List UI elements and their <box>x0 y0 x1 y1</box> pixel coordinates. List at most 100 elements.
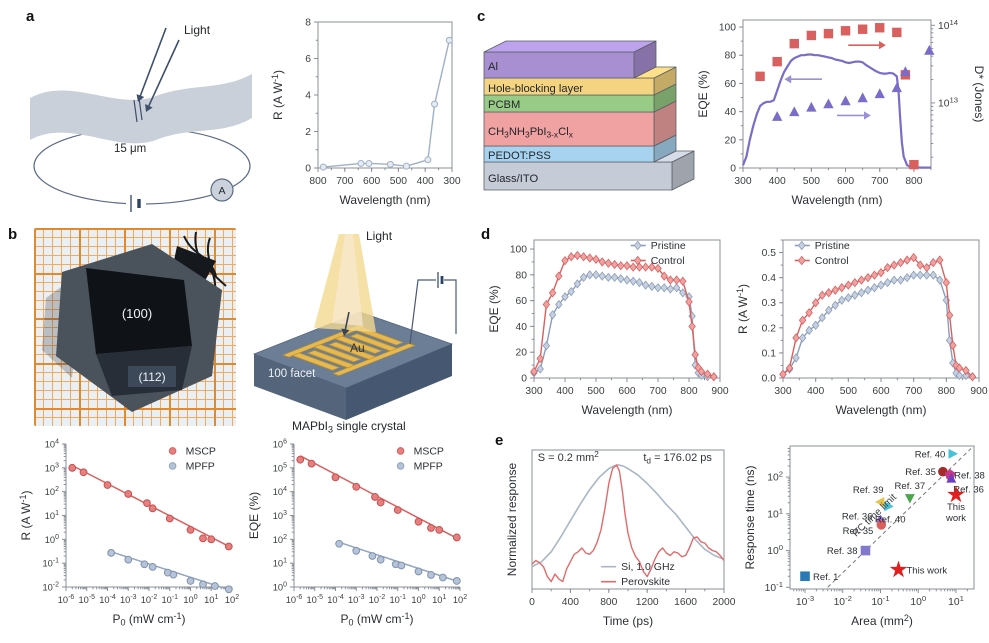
svg-text:600: 600 <box>872 386 889 397</box>
svg-text:103: 103 <box>45 462 59 473</box>
svg-text:0.5: 0.5 <box>762 248 777 259</box>
svg-text:Ref. 40: Ref. 40 <box>875 514 906 525</box>
svg-text:Control: Control <box>815 255 849 267</box>
svg-text:0.2: 0.2 <box>762 323 777 334</box>
svg-text:Response time (ns): Response time (ns) <box>743 465 757 569</box>
svg-text:500: 500 <box>587 386 604 397</box>
svg-text:2: 2 <box>305 127 311 138</box>
svg-text:P0 (mW cm-1): P0 (mW cm-1) <box>112 611 185 628</box>
svg-text:500: 500 <box>390 176 407 187</box>
panel-d-eqe-chart: 300 400 500 600 700 800 900 0 20 40 60 80 100 Wavelen… <box>487 239 729 417</box>
svg-text:10-1: 10-1 <box>765 580 783 594</box>
svg-text:MSCP: MSCP <box>186 445 216 457</box>
svg-text:101: 101 <box>767 506 783 520</box>
svg-text:10-2: 10-2 <box>42 582 59 593</box>
svg-text:0: 0 <box>521 374 527 385</box>
panel-d-responsivity-chart: 300 400 500 600 700 800 900 0.0 0.1 0.2 0.3 0.4 0.5 W… <box>735 239 988 417</box>
svg-text:300: 300 <box>443 176 460 187</box>
svg-text:400: 400 <box>556 386 573 397</box>
svg-text:10-1: 10-1 <box>42 558 59 569</box>
svg-text:Au: Au <box>350 341 365 355</box>
svg-text:300: 300 <box>525 386 542 397</box>
svg-text:R (A W-1): R (A W-1) <box>270 70 285 120</box>
svg-text:0.3: 0.3 <box>762 298 777 309</box>
panel-b-responsivity-vs-power-chart: 10-6 10-5 10-4 10-3 10-2 10-1 100 101 10210-210-… <box>18 439 239 628</box>
svg-text:MPFP: MPFP <box>186 460 215 472</box>
svg-text:td = 176.02 ps: td = 176.02 ps <box>643 452 712 466</box>
svg-text:500: 500 <box>840 386 857 397</box>
svg-text:work: work <box>945 513 966 524</box>
svg-text:Ref. 1: Ref. 1 <box>813 572 838 583</box>
svg-text:101: 101 <box>273 558 287 569</box>
svg-text:10-1: 10-1 <box>871 594 889 608</box>
panel-a-flexible-device-schematic: Light 15 μm A <box>30 23 252 212</box>
svg-text:Glass/ITO: Glass/ITO <box>488 173 538 185</box>
svg-text:Ref. 38: Ref. 38 <box>827 546 858 557</box>
svg-text:10-3: 10-3 <box>348 594 365 605</box>
svg-text:10-2: 10-2 <box>369 594 386 605</box>
svg-text:100: 100 <box>767 543 783 557</box>
panel-b-eqe-vs-power-chart: 10-6 10-5 10-4 10-3 10-2 10-1 100 101 102 100 101 1… <box>247 439 467 628</box>
svg-text:700: 700 <box>905 386 922 397</box>
svg-text:100: 100 <box>910 594 926 608</box>
svg-text:2000: 2000 <box>713 597 736 608</box>
svg-text:(100): (100) <box>122 306 152 321</box>
svg-text:R (A W-1): R (A W-1) <box>735 284 750 334</box>
svg-text:100: 100 <box>719 23 736 34</box>
svg-text:Wavelength (nm): Wavelength (nm) <box>792 193 883 207</box>
svg-text:10-1: 10-1 <box>161 594 178 605</box>
svg-text:400: 400 <box>562 597 579 608</box>
svg-text:10-5: 10-5 <box>306 594 323 605</box>
svg-text:This: This <box>947 502 965 513</box>
svg-text:Ref. 36: Ref. 36 <box>953 485 984 496</box>
svg-text:CH3NH3PbI3-xClx: CH3NH3PbI3-xClx <box>488 126 574 140</box>
svg-text:800: 800 <box>309 176 326 187</box>
svg-text:MSCP: MSCP <box>414 445 444 457</box>
svg-text:60: 60 <box>725 79 737 90</box>
svg-text:Ref. 40: Ref. 40 <box>915 449 946 460</box>
svg-text:400: 400 <box>769 176 786 187</box>
svg-text:20: 20 <box>516 348 528 359</box>
svg-text:103: 103 <box>273 510 287 521</box>
svg-text:10-5: 10-5 <box>78 594 95 605</box>
svg-text:10-6: 10-6 <box>286 594 303 605</box>
panel-e-transient-response-chart: 0 400 800 1200 1600 2000 Time (ps) Normalized r… <box>505 449 736 628</box>
svg-text:100: 100 <box>45 534 59 545</box>
svg-text:Time (ps): Time (ps) <box>603 614 653 628</box>
svg-text:800: 800 <box>905 176 922 187</box>
svg-text:10-4: 10-4 <box>327 594 344 605</box>
svg-text:Ref. 39: Ref. 39 <box>853 485 884 496</box>
svg-text:600: 600 <box>618 386 635 397</box>
svg-text:Si, 1.0 GHz: Si, 1.0 GHz <box>621 561 675 573</box>
svg-text:8: 8 <box>305 18 311 29</box>
svg-text:1013: 1013 <box>938 95 958 109</box>
svg-text:101: 101 <box>948 594 964 608</box>
svg-text:0: 0 <box>529 597 535 608</box>
svg-text:Light: Light <box>366 229 393 243</box>
svg-text:Pristine: Pristine <box>815 240 850 252</box>
svg-text:1014: 1014 <box>938 18 959 32</box>
svg-text:Ref. 35: Ref. 35 <box>843 526 874 537</box>
svg-text:104: 104 <box>45 439 59 450</box>
svg-text:10-4: 10-4 <box>99 594 116 605</box>
svg-text:Normalized response: Normalized response <box>505 462 519 576</box>
svg-text:101: 101 <box>432 594 446 605</box>
svg-text:Perovskite: Perovskite <box>621 576 670 588</box>
svg-text:300: 300 <box>774 386 791 397</box>
svg-text:300: 300 <box>734 176 751 187</box>
svg-text:106: 106 <box>273 439 287 450</box>
svg-text:102: 102 <box>225 594 239 605</box>
svg-text:10-1: 10-1 <box>389 594 406 605</box>
svg-text:0.0: 0.0 <box>762 374 777 385</box>
svg-text:102: 102 <box>273 534 287 545</box>
svg-text:This work: This work <box>907 565 948 576</box>
svg-text:10-2: 10-2 <box>141 594 158 605</box>
svg-text:0.1: 0.1 <box>762 348 777 359</box>
svg-text:700: 700 <box>336 176 353 187</box>
svg-text:400: 400 <box>417 176 434 187</box>
svg-text:1600: 1600 <box>674 597 697 608</box>
svg-text:80: 80 <box>725 51 737 62</box>
svg-text:Light: Light <box>184 23 211 37</box>
panel-c-label: c <box>477 8 486 25</box>
